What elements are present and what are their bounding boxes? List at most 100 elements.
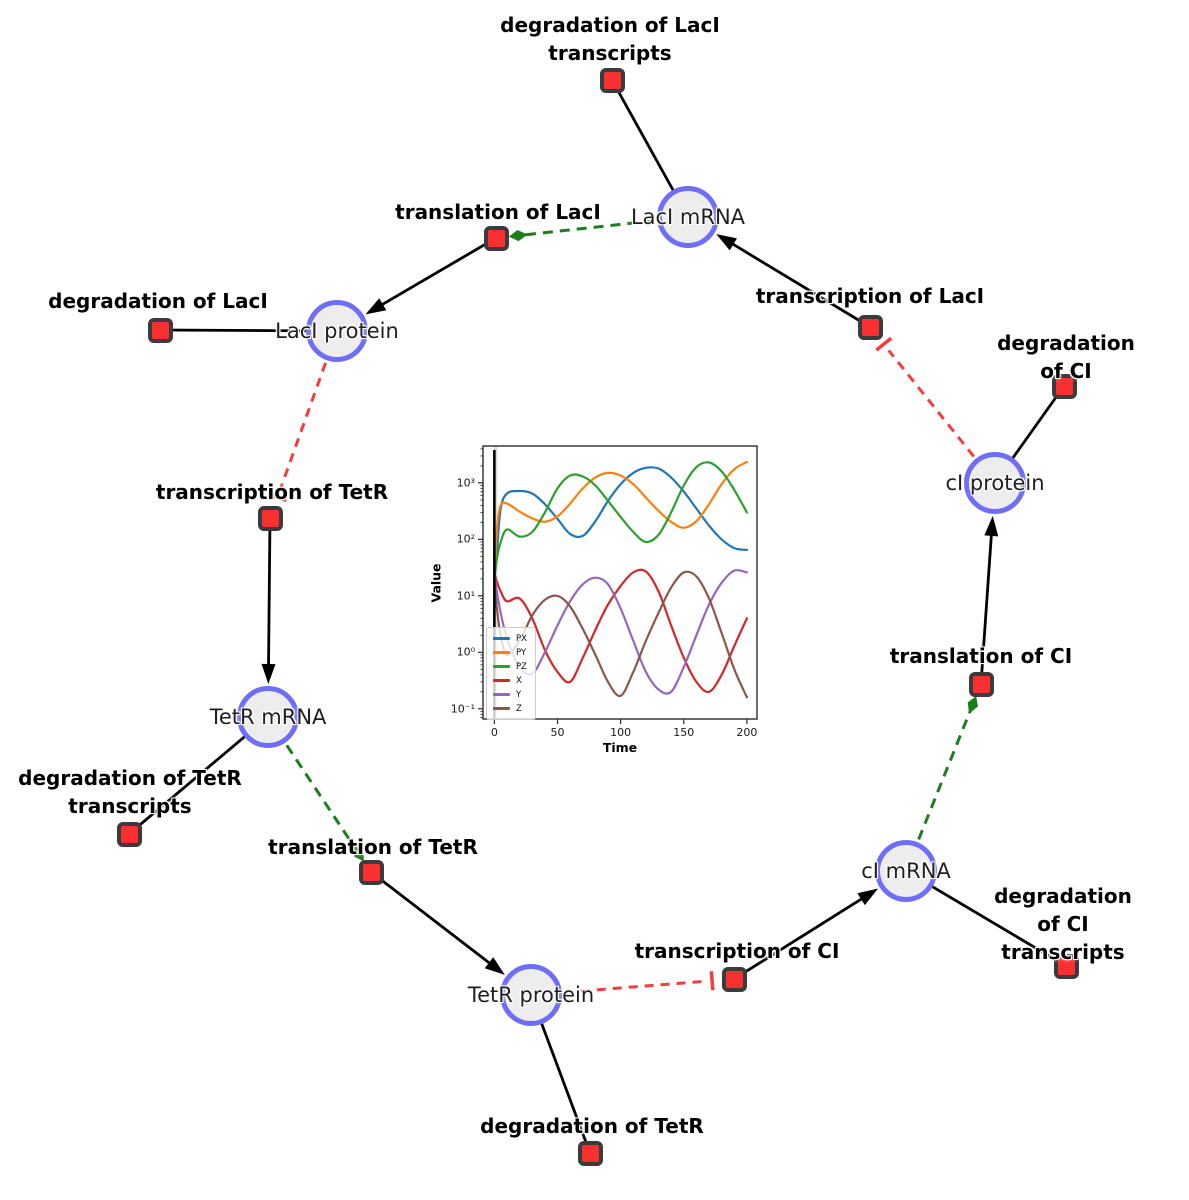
- reaction-label-txn_ci: transcription of CI: [634, 939, 840, 963]
- species-label-tetr_protein: TetR protein: [467, 983, 595, 1007]
- x-tick-label-0: 0: [490, 726, 498, 739]
- reaction-label-deg_laci: degradation of LacI: [48, 289, 268, 313]
- inhibition-tbar: [709, 971, 715, 991]
- reaction-node-txn_ci[interactable]: [721, 966, 747, 992]
- x-axis-label: Time: [602, 740, 638, 755]
- species-label-ci_protein: cI protein: [945, 471, 1045, 495]
- y-tick-label-0: 10⁻¹: [450, 702, 475, 716]
- chart-frame: [482, 445, 758, 720]
- legend-swatch-Y: [493, 693, 510, 696]
- arrowhead: [365, 298, 387, 315]
- arrowhead: [984, 515, 999, 537]
- reaction-label-deg_tetr_tx: degradation of TetR transcripts: [18, 766, 242, 818]
- arrowhead: [857, 888, 879, 906]
- edge-tetr_mrna-transl_tetr: [285, 744, 364, 862]
- legend-swatch-PY: [493, 651, 510, 654]
- series-line-PZ: [493, 461, 748, 580]
- legend-entry-Z: Z: [493, 703, 527, 714]
- arrowhead: [716, 234, 737, 251]
- inset-chart: 10⁻¹ 10⁰ 10¹ 10² 10³ 0 50 100 150 200 Time Value PX P…: [425, 437, 773, 767]
- reaction-label-transl_laci: translation of LacI: [395, 200, 601, 224]
- species-label-laci_mrna: LacI mRNA: [630, 205, 746, 229]
- series-line-PY: [493, 460, 748, 580]
- species-label-laci_protein: LacI protein: [275, 319, 399, 343]
- reaction-node-deg_ci_tx[interactable]: [1053, 953, 1079, 979]
- species-node-ci_protein[interactable]: [964, 452, 1026, 514]
- edge-txn_tetr-tetr_mrna: [261, 517, 276, 685]
- x-tick-label-2: 100: [610, 726, 632, 739]
- edge-transl_ci-ci_protein: [979, 515, 999, 685]
- reaction-label-transl_tetr: translation of TetR: [268, 835, 478, 859]
- y-tick-label-1: 10⁰: [456, 645, 475, 659]
- reaction-node-deg_tetr_tx[interactable]: [116, 821, 142, 847]
- legend-label-X: X: [516, 675, 522, 686]
- y-tick-label-3: 10²: [456, 532, 475, 546]
- reaction-node-deg_laci[interactable]: [147, 317, 173, 343]
- edge-transl_laci-laci_protein: [365, 236, 497, 315]
- legend-swatch-Z: [493, 707, 510, 710]
- edge-laci_protein-txn_tetr: [267, 362, 327, 503]
- reaction-node-transl_tetr[interactable]: [358, 859, 384, 885]
- legend-label-PZ: PZ: [516, 661, 527, 672]
- y-tick-label-2: 10¹: [456, 589, 475, 603]
- reaction-node-transl_ci[interactable]: [968, 671, 994, 697]
- legend-label-PY: PY: [516, 647, 527, 658]
- x-tick-label-1: 50: [550, 726, 565, 739]
- reaction-node-deg_tetr[interactable]: [577, 1140, 603, 1166]
- modifier-arrowhead: [967, 696, 978, 714]
- reaction-label-deg_ci: degradation of CI: [997, 331, 1135, 383]
- modifier-arrowhead: [353, 845, 364, 862]
- legend-entry-Y: Y: [493, 689, 527, 700]
- edge-txn_laci-laci_mrna: [716, 234, 871, 329]
- chart-svg: [478, 445, 758, 724]
- legend-swatch-PX: [493, 637, 510, 640]
- species-node-laci_mrna[interactable]: [657, 186, 719, 248]
- edge-txn_ci-ci_mrna: [733, 888, 879, 981]
- reaction-label-deg_ci_tx: degradation of CI transcripts: [994, 884, 1132, 964]
- chart-legend: PX PY PZ X Y Z: [486, 627, 536, 720]
- reaction-node-deg_laci_tx[interactable]: [599, 67, 625, 93]
- reaction-label-txn_laci: transcription of LacI: [755, 284, 985, 308]
- arrowhead: [484, 957, 505, 975]
- reaction-label-deg_laci_tx: degradation of LacI transcripts: [500, 13, 720, 65]
- legend-entry-X: X: [493, 675, 527, 686]
- legend-swatch-X: [493, 679, 510, 682]
- reaction-node-txn_tetr[interactable]: [257, 505, 283, 531]
- edge-ci_protein-txn_laci: [875, 336, 975, 458]
- edge-transl_tetr-tetr_protein: [370, 870, 505, 975]
- inhibition-tbar: [267, 492, 287, 503]
- x-tick-label-3: 150: [673, 726, 695, 739]
- edge-tetr_protein-txn_ci: [564, 971, 715, 994]
- reaction-label-transl_ci: translation of CI: [889, 644, 1073, 668]
- legend-label-Z: Z: [516, 703, 522, 714]
- reaction-label-deg_tetr: degradation of TetR: [480, 1114, 704, 1138]
- legend-entry-PZ: PZ: [493, 661, 527, 672]
- legend-entry-PX: PX: [493, 633, 527, 644]
- y-axis-label: Value: [428, 562, 444, 603]
- species-node-tetr_mrna[interactable]: [237, 686, 299, 748]
- legend-entry-PY: PY: [493, 647, 527, 658]
- legend-label-Y: Y: [516, 689, 522, 700]
- modifier-arrowhead: [508, 230, 528, 242]
- species-node-laci_protein[interactable]: [306, 300, 368, 362]
- x-tick-label-4: 200: [736, 726, 758, 739]
- series-line-X: [493, 568, 748, 694]
- reaction-node-deg_ci[interactable]: [1051, 373, 1077, 399]
- arrowhead: [261, 663, 276, 685]
- species-node-tetr_protein[interactable]: [500, 964, 562, 1026]
- legend-swatch-PZ: [493, 665, 510, 668]
- inhibition-tbar: [875, 336, 893, 352]
- legend-label-PX: PX: [516, 633, 527, 644]
- edge-ci_mrna-transl_ci: [917, 696, 978, 841]
- reaction-node-txn_laci[interactable]: [857, 314, 883, 340]
- species-label-tetr_mrna: TetR mRNA: [209, 705, 327, 729]
- reaction-label-txn_tetr: transcription of TetR: [155, 480, 389, 504]
- y-tick-label-4: 10³: [456, 476, 475, 490]
- species-node-ci_mrna[interactable]: [875, 840, 937, 902]
- edge-laci_mrna-transl_laci: [508, 219, 655, 242]
- edge-ci_mrna-deg_ci_tx: [905, 869, 1067, 968]
- series-line-PX: [493, 466, 748, 580]
- reaction-node-transl_laci[interactable]: [483, 225, 509, 251]
- species-label-ci_mrna: cI mRNA: [861, 859, 951, 883]
